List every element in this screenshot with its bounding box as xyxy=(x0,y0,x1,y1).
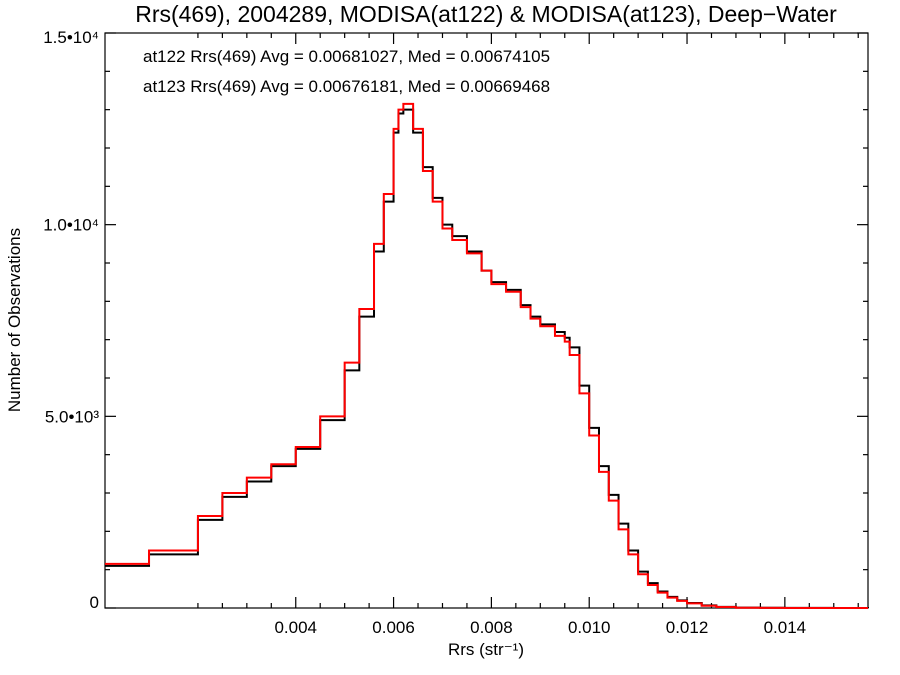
x-tick-label: 0.014 xyxy=(764,618,807,637)
x-axis-label: Rrs (str⁻¹) xyxy=(448,640,524,659)
x-tick-label: 0.008 xyxy=(470,618,513,637)
x-tick-label: 0.006 xyxy=(372,618,415,637)
x-tick-label: 0.004 xyxy=(274,618,317,637)
y-tick-label: 0 xyxy=(90,593,99,612)
series-line-at122 xyxy=(105,108,869,609)
y-tick-label: 1.5•10⁴ xyxy=(43,28,99,47)
chart-title: Rrs(469), 2004289, MODISA(at122) & MODIS… xyxy=(135,1,837,27)
y-tick-label: 5.0•10³ xyxy=(45,407,99,426)
axis-tick-labels: 0.004 0.006 0.008 0.010 0.012 0.014 0 5.0•10³ 1.… xyxy=(43,28,806,637)
x-tick-label: 0.012 xyxy=(666,618,709,637)
series-line-at123 xyxy=(105,102,868,609)
x-tick-label: 0.010 xyxy=(568,618,611,637)
annotation-at122: at122 Rrs(469) Avg = 0.00681027, Med = 0… xyxy=(143,47,550,66)
y-tick-label: 1.0•10⁴ xyxy=(43,216,99,235)
series-lines xyxy=(105,102,869,609)
axis-ticks xyxy=(105,32,868,609)
y-axis-label: Number of Observations xyxy=(5,228,24,412)
plot-frame xyxy=(104,32,869,609)
annotation-at123: at123 Rrs(469) Avg = 0.00676181, Med = 0… xyxy=(143,77,550,96)
